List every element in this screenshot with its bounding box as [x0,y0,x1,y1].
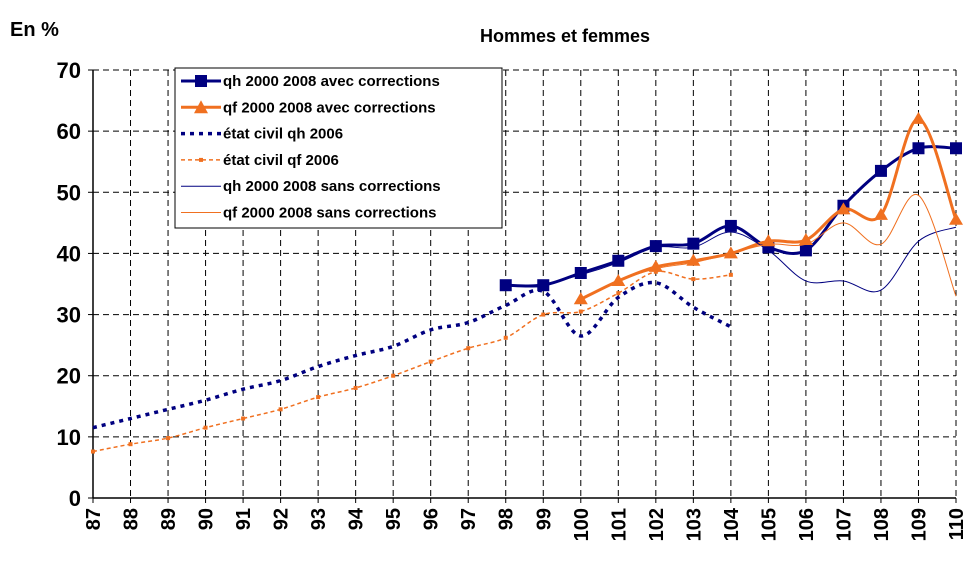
x-tick-label: 106 [796,508,818,541]
x-tick-label: 98 [496,508,518,530]
x-tick-label: 108 [871,508,893,541]
legend-marker [194,100,208,114]
x-tick-label: 99 [533,508,555,530]
x-tick-label: 94 [346,507,368,530]
legend-label: qh 2000 2008 avec corrections [223,73,440,90]
x-tick-label: 104 [721,507,743,541]
marker [573,292,588,305]
marker [428,359,433,364]
marker [203,425,208,430]
marker [691,277,696,282]
x-tick-label: 87 [83,508,105,530]
marker [353,385,358,390]
marker [950,142,962,155]
marker [541,312,546,317]
legend-marker [195,75,207,87]
legend-marker-shape [199,157,203,162]
legend-label: qf 2000 2008 sans corrections [223,205,436,222]
y-tick-label: 10 [57,425,81,450]
marker [723,246,738,259]
marker [724,219,737,232]
x-tick-label: 97 [458,508,480,530]
y-tick-label: 20 [57,364,81,389]
legend-marker-shape [195,75,207,87]
y-tick-label: 40 [57,241,81,266]
marker [911,111,926,124]
x-tick-label: 90 [196,508,218,530]
legend-label: qh 2000 2008 sans corrections [223,178,441,195]
marker [166,436,171,441]
marker [91,449,95,454]
marker [728,272,733,277]
marker [949,212,963,225]
legend-label: état civil qh 2006 [223,126,343,143]
marker [799,244,812,257]
legend-box [174,67,503,229]
marker [836,202,851,215]
legend-marker [199,157,203,162]
marker [648,259,663,272]
marker [761,234,776,247]
marker [912,142,925,155]
marker [316,395,321,400]
x-tick-label: 105 [758,508,780,541]
y-tick-label: 60 [57,119,81,144]
marker [466,346,471,351]
marker [578,309,583,314]
y-axis-label: En % [10,19,59,41]
x-tick-label: 92 [271,508,293,530]
marker [537,279,550,292]
y-tick-label: 30 [57,303,81,328]
x-tick-label: 89 [158,508,180,530]
legend-label: état civil qf 2006 [223,152,339,169]
y-tick-label: 70 [57,58,81,83]
x-tick-label: 110 [946,508,964,540]
x-tick-label: 103 [683,508,705,541]
x-tick-label: 107 [833,508,855,541]
x-tick-label: 100 [571,508,593,541]
chart-title: Hommes et femmes [480,26,650,46]
legend-marker-shape [194,100,208,114]
marker [873,207,888,220]
x-tick-label: 109 [908,508,930,541]
x-tick-label: 95 [383,508,405,530]
marker [798,232,813,245]
x-tick-label: 96 [421,508,443,530]
x-tick-label: 102 [646,508,668,541]
x-tick-label: 91 [233,508,255,530]
marker [874,164,887,177]
marker [574,266,587,279]
series-line [505,226,957,293]
x-tick-label: 101 [608,508,630,541]
y-tick-label: 50 [57,180,81,205]
marker [391,373,396,378]
series-line [580,117,958,301]
y-tick-label: 0 [69,486,81,511]
marker [653,269,658,274]
x-tick-label: 93 [308,508,330,530]
marker [503,335,508,340]
series-line [580,193,957,300]
marker [128,442,133,447]
series-line [92,270,731,453]
marker [278,407,283,412]
legend-label: qf 2000 2008 avec corrections [223,99,436,116]
marker [649,240,662,253]
marker [241,416,246,421]
series-line [92,280,732,430]
marker [616,291,621,296]
x-tick-label: 88 [121,508,143,530]
